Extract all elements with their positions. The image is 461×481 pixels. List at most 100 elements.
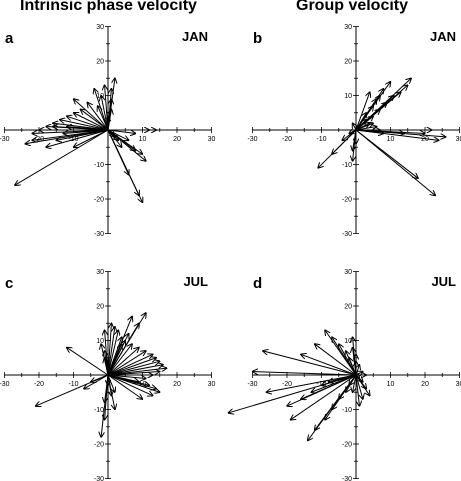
x-tick-label: -10	[316, 136, 326, 143]
y-tick-label: -30	[342, 476, 352, 481]
vector-arrow	[107, 374, 153, 396]
vector-arrow	[84, 374, 109, 389]
x-tick-label: 20	[421, 136, 429, 143]
y-tick-label: -30	[342, 231, 352, 238]
y-tick-label: 10	[344, 338, 352, 345]
vector-arrow	[107, 327, 115, 376]
vector-arrow	[107, 365, 163, 376]
vector-arrow	[349, 130, 357, 133]
vector-arrow	[353, 123, 356, 131]
vector-arrow	[67, 116, 109, 131]
vector-arrow	[107, 374, 115, 392]
y-tick-label: 10	[96, 338, 104, 345]
x-tick-label: 20	[421, 381, 429, 388]
y-tick-label: 10	[344, 93, 352, 100]
vector-arrow	[74, 113, 109, 131]
x-tick-label: -30	[0, 136, 10, 143]
x-tick-label: 20	[173, 381, 181, 388]
vector-arrow	[355, 120, 366, 131]
y-tick-label: -10	[342, 162, 352, 169]
y-tick-label: 20	[96, 59, 104, 66]
x-tick-label: 30	[456, 381, 461, 388]
vector-arrow	[105, 85, 109, 131]
x-tick-label: -30	[0, 381, 10, 388]
x-tick-label: -20	[282, 136, 292, 143]
vector-arrow	[91, 374, 109, 382]
right-column-title: Group velocity	[296, 0, 409, 14]
panel-letter: b	[253, 30, 262, 47]
vector-arrow	[107, 358, 156, 376]
x-tick-label: -20	[282, 381, 292, 388]
vector-arrow	[339, 344, 357, 376]
y-tick-label: 20	[344, 304, 352, 311]
vector-arrow	[60, 120, 109, 131]
vector-arrow	[266, 374, 357, 392]
vector-arrow	[290, 374, 357, 420]
y-tick-label: 30	[344, 24, 352, 31]
vector-arrow	[355, 92, 370, 131]
vector-arrow	[107, 374, 143, 399]
vector-arrow	[67, 347, 109, 376]
panel-month: JAN	[430, 29, 456, 44]
vector-arrow	[107, 351, 146, 376]
vector-arrow	[107, 347, 139, 376]
y-tick-label: 20	[96, 304, 104, 311]
x-tick-label: -30	[247, 381, 257, 388]
x-tick-label: 30	[208, 136, 216, 143]
vector-arrow	[101, 96, 109, 131]
vector-arrow	[56, 129, 109, 140]
x-tick-label: 20	[173, 136, 181, 143]
vector-arrow	[63, 129, 109, 133]
vector-arrow	[74, 129, 109, 147]
y-tick-label: -20	[94, 197, 104, 204]
x-tick-label: -30	[247, 136, 257, 143]
y-tick-label: -10	[94, 162, 104, 169]
vector-arrow	[107, 354, 153, 376]
y-tick-label: 30	[96, 269, 104, 276]
vector-arrow	[355, 82, 391, 131]
x-tick-label: -10	[68, 381, 78, 388]
vector-arrow	[74, 99, 109, 131]
vector-arrow	[315, 344, 357, 376]
vector-arrow	[328, 374, 357, 382]
vector-arrow	[107, 129, 136, 133]
y-tick-label: -30	[94, 476, 104, 481]
panel-month: JUL	[183, 274, 208, 289]
left-column-title: Intrinsic phase velocity	[20, 0, 197, 14]
y-tick-label: -20	[342, 197, 352, 204]
vector-arrow	[301, 354, 357, 376]
vector-arrow	[356, 375, 359, 378]
panel-month: JUL	[431, 274, 456, 289]
vector-arrow	[105, 358, 108, 376]
panel-letter: d	[253, 275, 262, 292]
y-tick-label: -10	[342, 407, 352, 414]
y-tick-label: -10	[94, 407, 104, 414]
vector-arrow	[107, 344, 132, 376]
vector-arrow	[253, 372, 357, 376]
vector-arrow	[107, 323, 111, 376]
vector-arrow	[349, 358, 357, 376]
panel-letter: a	[5, 30, 14, 47]
vector-arrow	[32, 129, 109, 140]
vector-arrow	[46, 129, 109, 147]
vector-arrow	[107, 361, 160, 376]
vector-arrow	[107, 129, 115, 137]
vector-arrow	[105, 374, 109, 403]
panel-letter: c	[5, 275, 13, 292]
vector-arrow	[107, 323, 139, 376]
y-tick-label: -20	[94, 442, 104, 449]
vector-arrow	[355, 129, 418, 178]
vector-arrow	[67, 127, 109, 131]
y-tick-label: 30	[344, 269, 352, 276]
y-tick-label: 30	[96, 24, 104, 31]
y-tick-label: -30	[94, 231, 104, 238]
x-tick-label: 10	[387, 381, 395, 388]
x-tick-label: 30	[456, 136, 461, 143]
y-tick-label: -20	[342, 442, 352, 449]
y-tick-label: 20	[344, 59, 352, 66]
vector-arrow	[87, 102, 109, 131]
vector-arrow	[107, 374, 160, 392]
vector-arrow	[355, 129, 435, 196]
vector-arrow	[15, 129, 109, 185]
